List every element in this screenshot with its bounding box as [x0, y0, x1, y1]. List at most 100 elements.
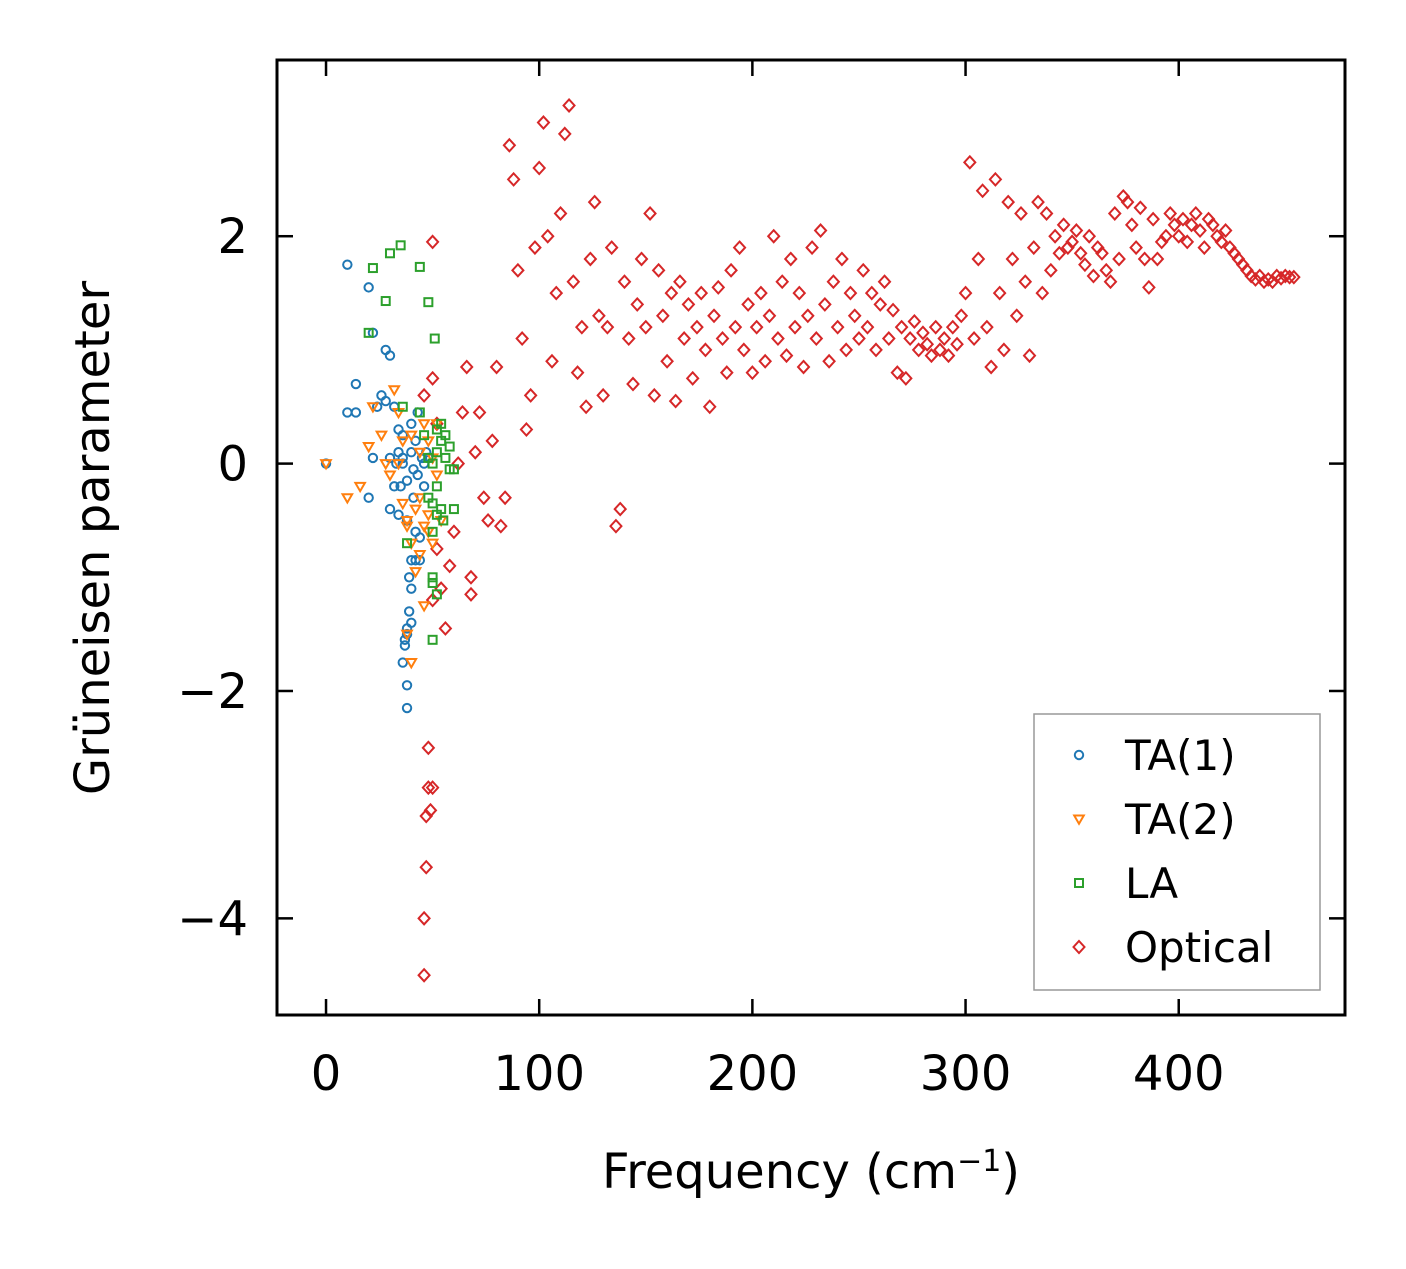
data-point: [1073, 245, 1088, 261]
data-point: [421, 780, 436, 796]
data-point: [975, 183, 990, 199]
data-point: [604, 240, 619, 256]
data-point: [732, 240, 747, 256]
data-point: [397, 429, 408, 441]
axis-ticks: 0 100 200 300 400 −4 −2 0 2: [177, 60, 1345, 1102]
data-point: [1154, 234, 1169, 250]
data-point: [690, 319, 704, 335]
data-point: [950, 336, 964, 352]
data-point: [400, 629, 414, 641]
data-point: [911, 342, 926, 358]
data-point: [532, 160, 547, 176]
data-point: [425, 370, 440, 386]
data-point: [587, 194, 602, 210]
data-point: [830, 319, 845, 335]
data-point: [444, 441, 455, 452]
data-point: [1150, 251, 1165, 267]
data-point: [1022, 348, 1037, 364]
data-point: [485, 433, 500, 449]
data-point: [401, 702, 413, 714]
data-point: [419, 859, 434, 875]
data-point: [417, 601, 431, 613]
data-point: [805, 240, 819, 256]
data-point: [1103, 274, 1118, 290]
data-point: [907, 314, 922, 329]
data-point: [766, 228, 781, 244]
data-point: [406, 447, 417, 458]
data-point: [319, 459, 333, 471]
data-point: [417, 419, 431, 431]
legend-marker: [1074, 878, 1084, 888]
data-point: [570, 365, 585, 381]
data-point: [1142, 279, 1156, 295]
data-point: [406, 583, 417, 594]
data-point: [427, 572, 438, 583]
data-point: [992, 285, 1007, 301]
data-point: [406, 617, 417, 628]
data-point: [1018, 274, 1033, 290]
data-point: [877, 274, 892, 290]
data-point: [886, 302, 900, 318]
data-point: [414, 555, 426, 566]
data-point: [677, 331, 692, 347]
data-point: [741, 296, 755, 312]
data-point: [924, 348, 939, 364]
data-point: [489, 359, 504, 375]
data-point: [1188, 206, 1203, 221]
data-point: [493, 518, 508, 534]
data-point: [362, 442, 376, 454]
data-point: [423, 802, 438, 818]
data-point: [771, 331, 785, 347]
data-point: [1095, 245, 1109, 261]
data-point: [403, 606, 415, 617]
data-point: [350, 407, 362, 418]
data-point: [1009, 308, 1024, 324]
data-point: [425, 234, 440, 250]
data-point: [379, 459, 393, 471]
data-point: [971, 251, 986, 267]
data-point: [724, 262, 738, 278]
data-point: [367, 452, 379, 464]
data-point: [1159, 228, 1173, 244]
data-point: [401, 475, 413, 486]
data-point: [1052, 245, 1067, 261]
data-marks: [319, 97, 1301, 983]
data-point: [937, 331, 952, 347]
data-point: [519, 422, 534, 437]
data-point: [395, 481, 406, 492]
data-point: [852, 331, 866, 347]
data-point: [472, 404, 487, 420]
data-point: [427, 577, 438, 588]
data-point: [1176, 211, 1190, 227]
data-point: [417, 521, 431, 533]
data-point: [431, 589, 442, 600]
data-point: [418, 481, 430, 492]
data-point: [707, 308, 721, 324]
data-point: [459, 359, 474, 375]
data-point: [536, 115, 551, 131]
data-point: [809, 331, 824, 347]
data-point: [621, 331, 636, 347]
data-point: [436, 418, 447, 429]
data-point: [476, 490, 491, 506]
data-point: [464, 569, 478, 585]
data-point: [967, 331, 981, 347]
data-point: [481, 512, 495, 528]
data-point: [869, 342, 883, 358]
data-point: [363, 327, 374, 338]
x-tick-label: 0: [311, 1046, 342, 1102]
data-point: [847, 308, 862, 324]
data-point: [1133, 200, 1148, 216]
data-point: [1197, 240, 1212, 256]
data-point: [1286, 269, 1301, 285]
data-point: [1001, 194, 1016, 210]
data-point: [553, 206, 568, 221]
data-point: [1282, 269, 1297, 285]
data-point: [1214, 234, 1229, 250]
data-point: [997, 342, 1011, 358]
data-point: [579, 399, 593, 415]
data-point: [383, 470, 397, 482]
data-point: [933, 342, 947, 358]
data-point: [412, 407, 423, 418]
data-point: [835, 251, 849, 267]
